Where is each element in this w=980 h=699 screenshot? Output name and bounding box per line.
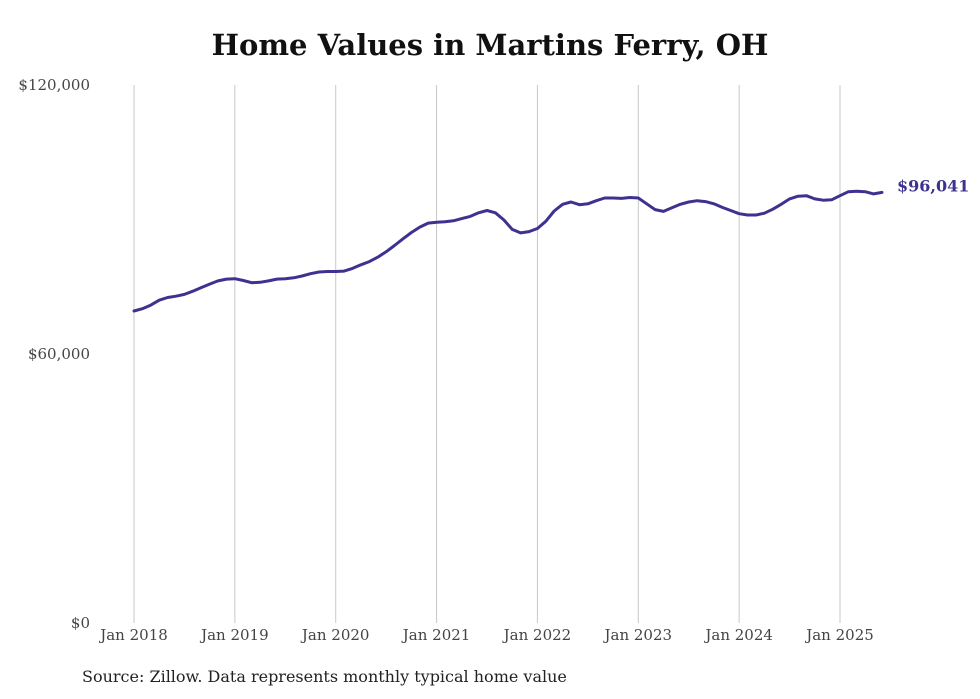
x-tick-label: Jan 2020 [300,626,370,644]
x-tick-label: Jan 2025 [804,626,874,644]
x-tick-label: Jan 2023 [603,626,673,644]
gridlines [133,85,841,623]
x-tick-label: Jan 2021 [401,626,471,644]
y-tick-label: $120,000 [18,76,90,94]
series-line [132,189,884,313]
x-tick-label: Jan 2018 [98,626,168,644]
end-value-label: $96,041 [897,176,969,195]
x-tick-label: Jan 2019 [199,626,269,644]
series-layer [132,189,884,313]
x-tick-label: Jan 2024 [703,626,773,644]
x-tick-label: Jan 2022 [502,626,572,644]
y-axis: $0 $60,000 $120,000 [18,76,90,632]
chart-title: Home Values in Martins Ferry, OH [211,28,769,62]
y-tick-label: $0 [71,614,90,632]
label-layer: $96,041 [897,176,969,195]
source-note: Source: Zillow. Data represents monthly … [82,667,567,686]
y-tick-label: $60,000 [28,345,90,363]
x-axis: Jan 2018 Jan 2019 Jan 2020 Jan 2021 Jan 2022… [98,626,874,644]
